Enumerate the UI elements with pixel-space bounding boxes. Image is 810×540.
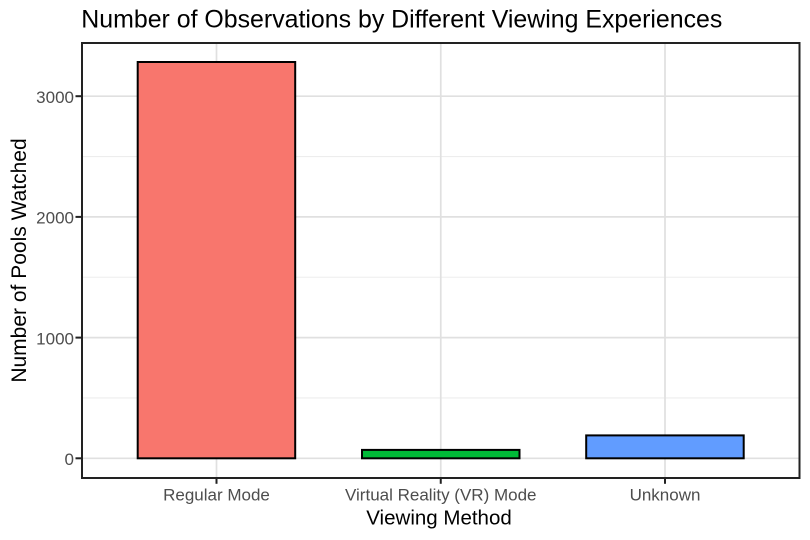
svg-text:Regular Mode: Regular Mode (163, 485, 270, 504)
svg-text:Viewing Method: Viewing Method (366, 506, 512, 529)
svg-text:1000: 1000 (36, 329, 74, 348)
svg-text:2000: 2000 (36, 209, 74, 228)
svg-text:3000: 3000 (36, 88, 74, 107)
svg-text:Virtual Reality (VR) Mode: Virtual Reality (VR) Mode (345, 485, 536, 504)
svg-text:Number of Pools Watched: Number of Pools Watched (8, 138, 31, 382)
svg-text:Number of Observations by Diff: Number of Observations by Different View… (81, 6, 722, 34)
svg-text:0: 0 (65, 450, 74, 469)
svg-text:Unknown: Unknown (630, 485, 701, 504)
